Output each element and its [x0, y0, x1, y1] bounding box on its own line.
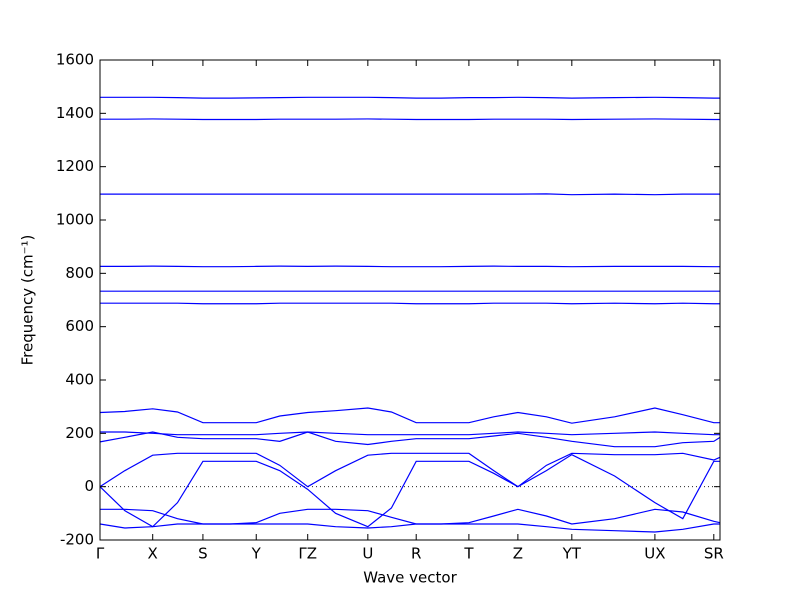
x-tick-label: S [198, 545, 208, 563]
band-line [100, 193, 720, 196]
plot-frame [99, 59, 721, 541]
band-line [100, 118, 720, 121]
band-line [100, 508, 721, 525]
y-axis-label: Frequency (cm⁻¹) [19, 235, 37, 366]
band-line [99, 452, 721, 488]
band-line [99, 453, 720, 528]
y-tick-label: 1200 [56, 157, 94, 175]
band-line [100, 265, 720, 268]
x-tick-label: X [148, 545, 158, 563]
x-tick-label: Y [251, 545, 262, 563]
x-tick-label: Z [513, 545, 523, 563]
y-tick-label: 400 [65, 371, 94, 389]
x-tick-label: ΓZ [298, 545, 317, 563]
band-line [100, 96, 720, 99]
x-tick-label: Γ [96, 545, 105, 563]
y-tick-label: 200 [65, 424, 94, 442]
y-tick-label: 1600 [56, 51, 94, 69]
y-tick-label: 1000 [56, 211, 94, 229]
band-line [99, 431, 721, 448]
x-tick-label: U [362, 545, 373, 563]
x-tick-label: R [411, 545, 421, 563]
y-tick-label: 1400 [56, 104, 94, 122]
x-tick-label: T [463, 545, 474, 563]
x-axis-label: Wave vector [363, 569, 457, 587]
band-line [100, 431, 720, 436]
band-line [99, 407, 720, 424]
x-tick-label: UX [644, 545, 665, 563]
y-tick-label: 0 [84, 477, 94, 495]
band-line [99, 523, 720, 533]
x-tick-label: SR [704, 545, 724, 563]
x-tick-label: YT [562, 545, 582, 563]
y-tick-label: -200 [60, 531, 94, 549]
y-tick-label: 600 [65, 317, 94, 335]
y-tick-label: 800 [65, 264, 94, 282]
band-line [100, 302, 720, 305]
